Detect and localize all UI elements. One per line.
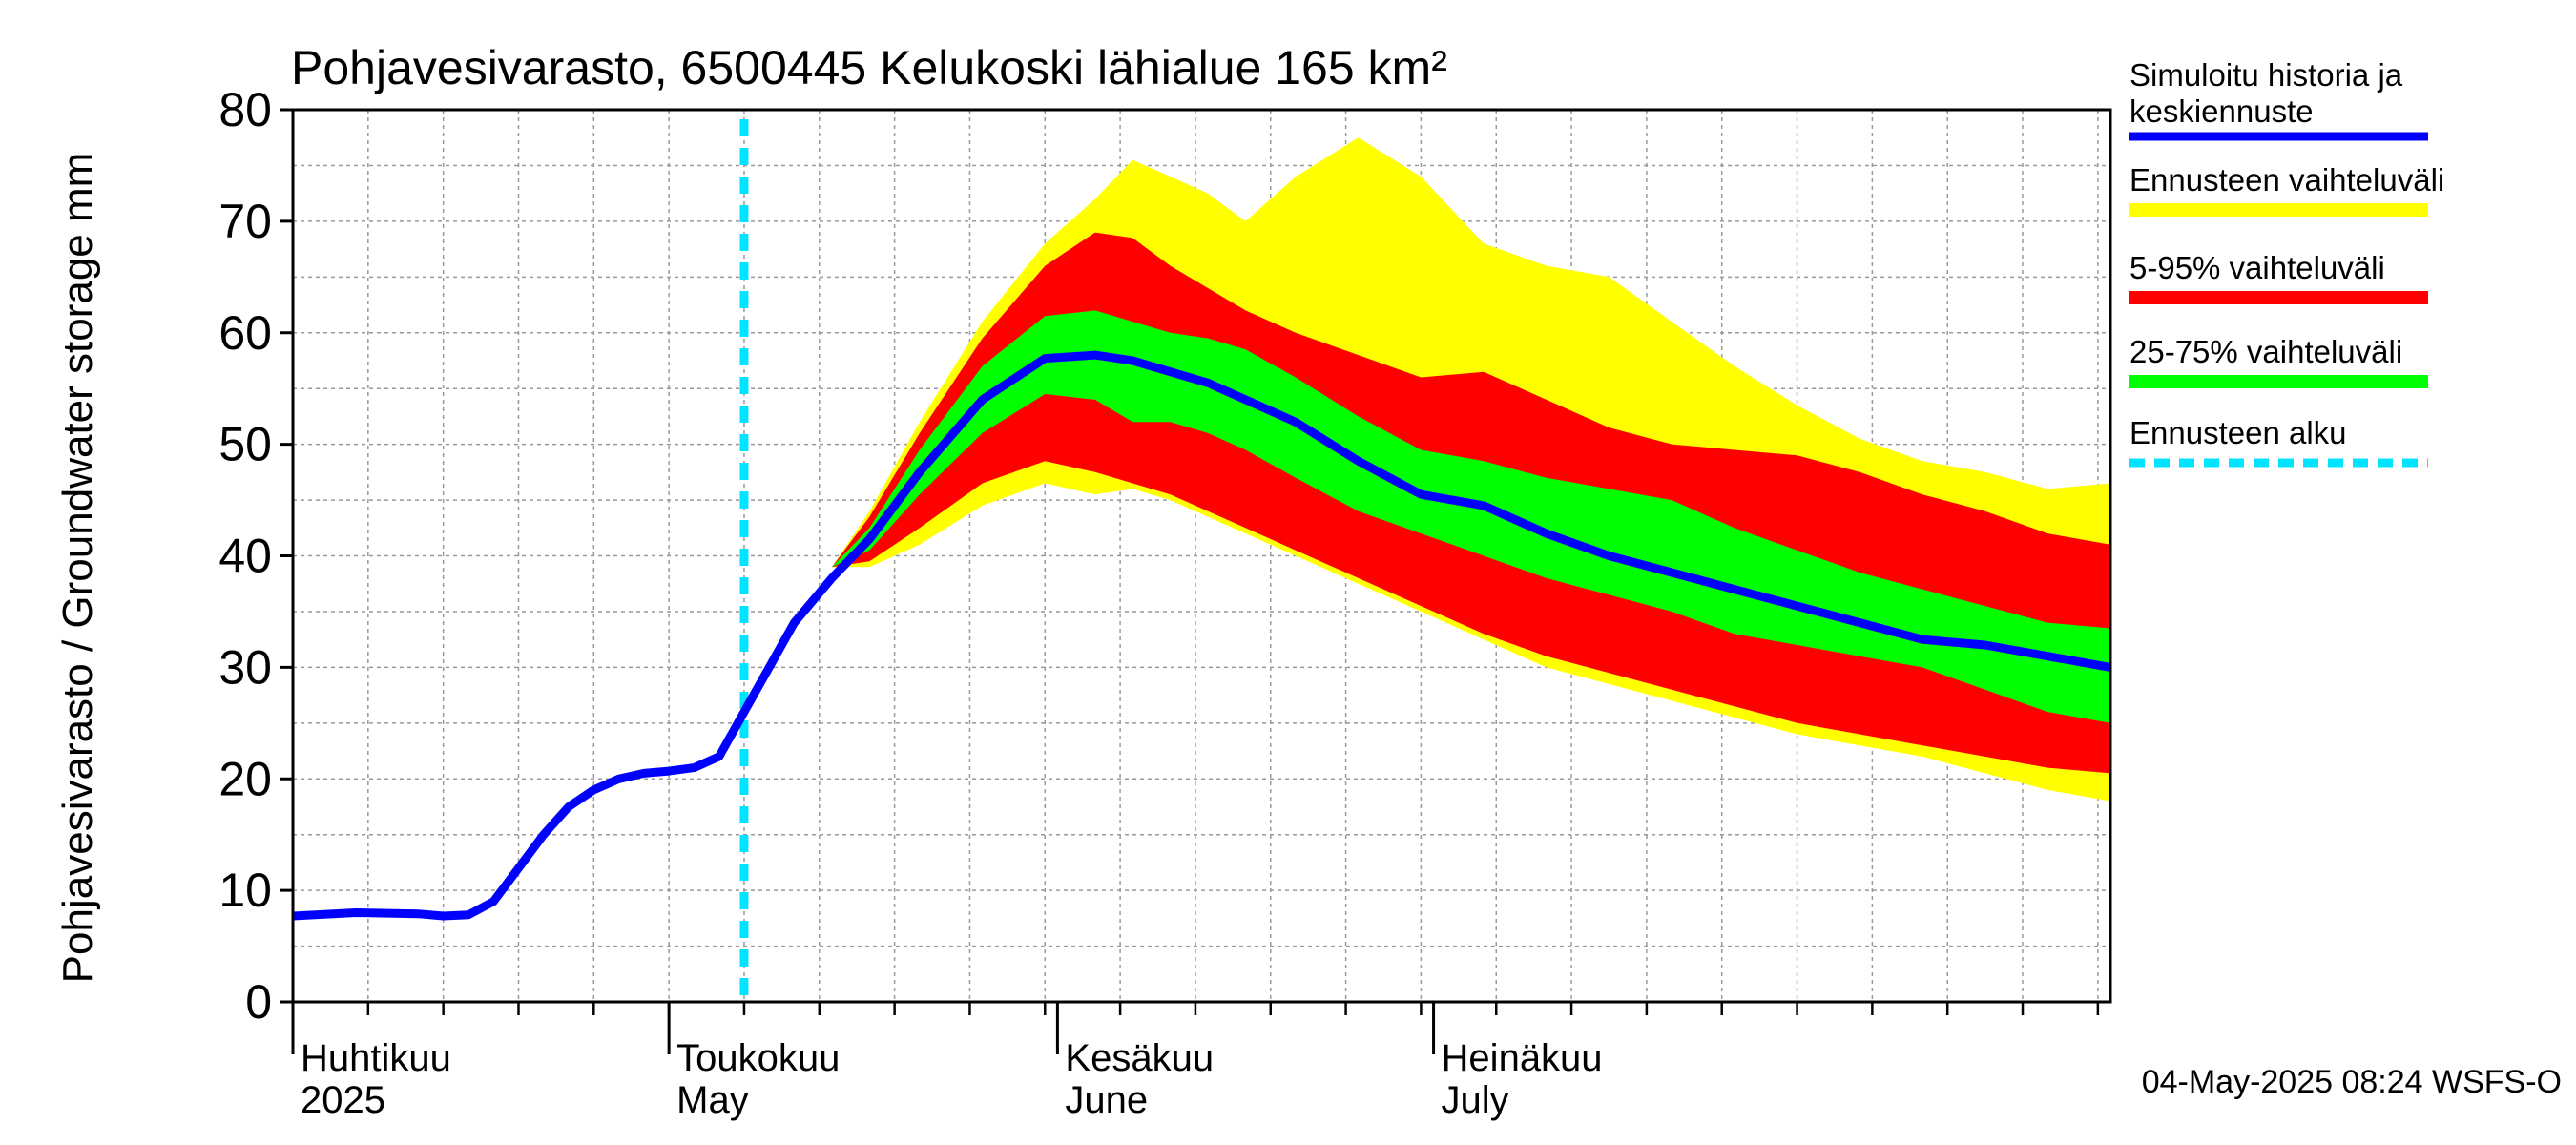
y-tick-label: 70 [218,195,272,248]
y-tick-label: 0 [245,975,272,1029]
chart-title: Pohjavesivarasto, 6500445 Kelukoski lähi… [291,41,1447,94]
y-tick-label: 60 [218,306,272,360]
legend-label: 5-95% vaihteluväli [2129,250,2385,285]
legend-label: Ennusteen alku [2129,415,2347,450]
legend-label: Ennusteen vaihteluväli [2129,162,2444,198]
median-series-line [293,350,2110,921]
month-label-en: June [1065,1079,1148,1121]
y-axis-label: Pohjavesivarasto / Groundwater storage m… [54,153,101,984]
y-tick-label: 10 [218,864,272,917]
y-tick-label: 80 [218,83,272,136]
month-label-en: 2025 [301,1079,385,1121]
month-label-fi: Heinäkuu [1442,1037,1603,1079]
month-label-fi: Kesäkuu [1065,1037,1214,1079]
y-tick-label: 20 [218,752,272,805]
month-label-fi: Toukokuu [676,1037,840,1079]
month-label-fi: Huhtikuu [301,1037,451,1079]
band-25-75 [831,310,2110,723]
y-axis: 0 10 20 30 40 50 60 70 80 [218,83,293,1029]
legend-label: keskiennuste [2129,94,2314,129]
legend-label: 25-75% vaihteluväli [2129,334,2402,369]
month-label-en: July [1442,1079,1509,1121]
legend-label: Simuloitu historia ja [2129,57,2403,93]
y-tick-label: 40 [218,530,272,583]
month-label-en: May [676,1079,749,1121]
y-tick-label: 50 [218,418,272,471]
timestamp: 04-May-2025 08:24 WSFS-O [2142,1064,2562,1100]
y-tick-label: 30 [218,640,272,694]
